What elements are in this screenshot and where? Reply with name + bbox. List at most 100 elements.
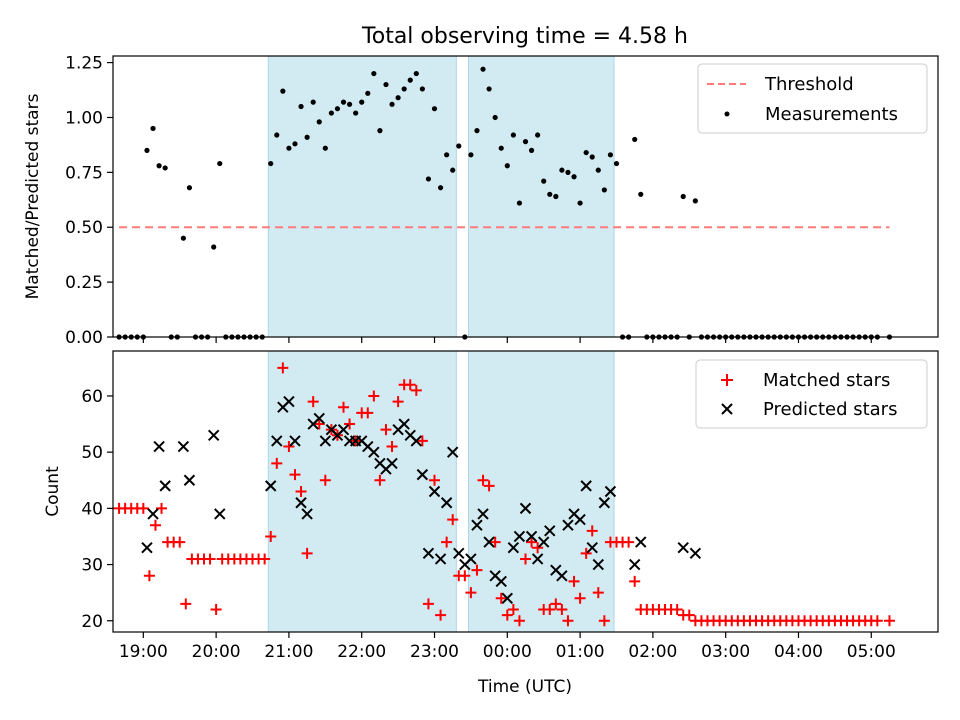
measurement-point: [468, 152, 474, 158]
matched-star-point: [180, 598, 192, 610]
predicted-star-point: [207, 429, 220, 442]
measurement-point: [401, 86, 407, 92]
matched-star-point: [562, 615, 574, 627]
measurement-point: [504, 163, 510, 169]
measurement-point: [680, 193, 686, 200]
matched-star-point: [598, 615, 610, 627]
predicted-star-point: [283, 395, 295, 408]
matched-star-point: [259, 553, 271, 565]
measurement-point: [407, 77, 413, 83]
predicted-star-point: [635, 536, 647, 548]
matched-star-point: [204, 553, 216, 565]
x-tick-label: 20:00: [192, 642, 241, 662]
matched-star-point: [574, 592, 586, 604]
measurement-point: [340, 99, 347, 105]
predicted-star-point: [428, 485, 441, 498]
measurement-point: [162, 165, 168, 171]
matched-star-point: [435, 609, 447, 621]
matched-star-point: [671, 604, 683, 616]
matched-star-point: [301, 547, 313, 559]
measurement-point: [577, 200, 583, 206]
top-shaded-intervals: [267, 55, 615, 338]
measurement-point: [413, 70, 419, 77]
matched-star-point: [313, 418, 325, 430]
bottom-legend: Matched stars Predicted stars: [695, 359, 928, 429]
y-tick-label: 40: [81, 499, 103, 519]
x-tick-label: 00:00: [483, 642, 532, 662]
predicted-star-point: [337, 423, 350, 436]
top-plot-frame: [112, 55, 939, 338]
top-x-ticks: [142, 337, 872, 343]
measurement-point: [419, 86, 425, 92]
top-y-axis-label: Matched/Predicted stars: [23, 93, 43, 299]
matched-star-point: [586, 525, 598, 537]
measurement-point: [328, 110, 334, 116]
measurement-point: [217, 160, 223, 167]
bottom-legend-box: [695, 359, 928, 429]
matched-star-point: [338, 401, 350, 413]
legend-matched-label: Matched stars: [763, 370, 890, 391]
legend-predicted-label: Predicted stars: [763, 399, 897, 420]
y-tick-label: 0.50: [65, 218, 103, 238]
chart-title: Total observing time = 4.58 h: [361, 24, 688, 49]
matched-star-point: [489, 536, 501, 548]
measurement-point: [425, 176, 432, 182]
measurement-point: [559, 167, 565, 173]
x-tick-label: 21:00: [264, 642, 313, 662]
bottom-y-axis-label: Count: [43, 466, 63, 517]
legend-measurements-swatch: [724, 111, 730, 117]
predicted-star-point: [453, 547, 465, 560]
matched-star-point: [683, 609, 695, 621]
measurement-point: [365, 90, 371, 96]
x-axis-label: Time (UTC): [477, 677, 572, 697]
measurement-point: [492, 114, 498, 121]
matched-star-point: [265, 530, 277, 542]
matched-star-point: [319, 474, 331, 486]
matched-star-point: [447, 514, 459, 526]
predicted-star-point: [465, 553, 477, 565]
matched-star-point: [362, 407, 374, 419]
x-tick-label: 05:00: [847, 642, 896, 662]
shaded-interval-2: [467, 350, 615, 633]
predicted-star-point: [398, 418, 410, 430]
predicted-star-point: [386, 457, 398, 470]
matched-star-point: [374, 474, 386, 486]
matched-star-point: [149, 519, 161, 531]
predicted-star-point: [604, 485, 617, 498]
measurement-point: [316, 119, 322, 125]
matched-star-point: [344, 418, 356, 430]
matched-star-point: [550, 598, 562, 610]
measurement-point: [632, 136, 638, 143]
matched-star-point: [544, 604, 556, 616]
y-tick-label: 30: [81, 556, 103, 576]
predicted-star-point: [295, 497, 307, 509]
bottom-x-axis: 19:00 20:00 21:00 22:00 23:00 00:00 01:00 02:00…: [119, 632, 896, 662]
measurement-point: [310, 99, 316, 105]
predicted-stars-points: [141, 395, 702, 604]
predicted-star-point: [513, 530, 526, 543]
measurement-point: [371, 70, 377, 77]
measurement-point: [150, 125, 156, 132]
matched-star-point: [623, 536, 635, 548]
y-tick-label: 20: [81, 612, 103, 632]
matched-star-point: [410, 384, 422, 396]
matched-star-point: [526, 536, 538, 548]
predicted-star-point: [446, 446, 459, 458]
measurement-point: [383, 81, 389, 88]
matched-star-point: [404, 379, 416, 391]
matched-star-point: [368, 390, 380, 402]
measurement-point: [359, 99, 365, 105]
measurement-point: [280, 88, 286, 94]
measurement-point: [389, 101, 395, 107]
measurement-point: [498, 145, 504, 151]
predicted-star-point: [368, 446, 380, 458]
matched-star-point: [592, 587, 604, 599]
predicted-star-point: [574, 513, 586, 526]
matched-star-point: [174, 536, 186, 548]
matched-star-point: [465, 587, 477, 599]
measurement-point: [528, 147, 535, 153]
predicted-star-point: [628, 558, 641, 571]
matched-star-point: [307, 396, 319, 408]
bottom-shaded-intervals: [267, 350, 615, 633]
